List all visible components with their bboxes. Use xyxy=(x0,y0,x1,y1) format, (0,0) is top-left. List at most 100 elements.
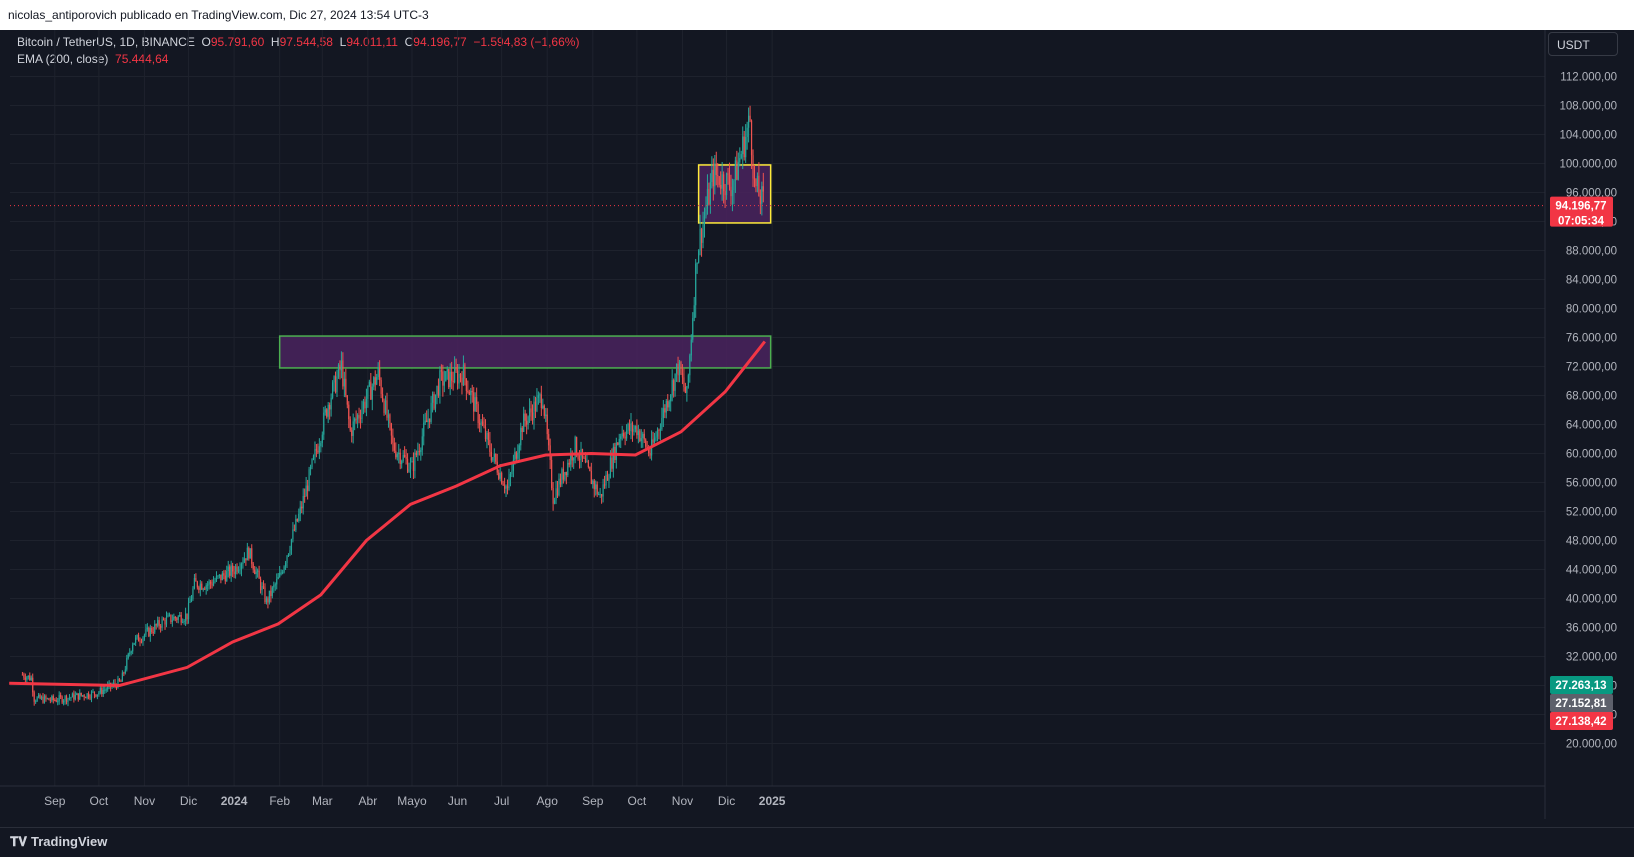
candle-down xyxy=(736,160,738,180)
candle-up xyxy=(265,598,268,603)
candle-up xyxy=(570,453,572,465)
candle-down xyxy=(383,400,385,413)
candle-down xyxy=(526,420,528,425)
currency-label: USDT xyxy=(1557,38,1590,52)
y-tick-label: 56.000,00 xyxy=(1566,478,1617,490)
candle-up xyxy=(107,685,109,690)
candle-up xyxy=(240,564,243,570)
x-tick-label: Mayo xyxy=(397,794,427,808)
publish-text: nicolas_antiporovich publicado en Tradin… xyxy=(8,8,429,22)
candle-up xyxy=(330,397,332,410)
candle-down xyxy=(442,371,444,386)
currency-button[interactable]: USDT xyxy=(1548,32,1618,56)
candle-down xyxy=(717,175,719,177)
candle-up xyxy=(189,601,191,603)
y-tick-label: 88.000,00 xyxy=(1566,246,1617,258)
candle-up xyxy=(271,587,273,597)
candle-up xyxy=(246,547,248,561)
candle-down xyxy=(483,425,485,428)
candle-down xyxy=(700,228,703,243)
candle-down xyxy=(589,467,591,472)
candle-down xyxy=(568,462,570,465)
candle-up xyxy=(46,698,49,700)
candle-down xyxy=(162,619,165,621)
candle-down xyxy=(315,449,318,451)
candle-down xyxy=(251,548,253,564)
y-tick-label: 64.000,00 xyxy=(1566,420,1617,432)
candle-up xyxy=(207,584,209,586)
candle-up xyxy=(92,691,94,693)
candle-down xyxy=(49,700,51,702)
y-tick-label: 60.000,00 xyxy=(1566,449,1617,461)
candle-down xyxy=(596,484,598,495)
candle-up xyxy=(68,697,71,699)
candle-down xyxy=(448,368,450,388)
candle-up xyxy=(274,584,276,586)
y-tick-label: 52.000,00 xyxy=(1566,507,1617,519)
candle-up xyxy=(537,395,539,398)
symbol-name[interactable]: Bitcoin / TetherUS, 1D, BINANCE xyxy=(17,35,195,49)
candle-down xyxy=(270,590,272,597)
candle-up xyxy=(409,461,412,470)
candle-down xyxy=(708,188,710,205)
candle-down xyxy=(83,695,85,698)
candle-up xyxy=(324,409,326,413)
candle-down xyxy=(170,614,172,622)
candle-up xyxy=(480,421,482,425)
candle-up xyxy=(421,436,423,451)
x-tick-label: 2024 xyxy=(221,794,248,808)
candle-up xyxy=(511,470,513,474)
candle-down xyxy=(329,404,331,410)
candle-up xyxy=(352,421,354,436)
x-tick-label: Oct xyxy=(628,794,647,808)
open-value: 95.791,60 xyxy=(210,35,265,49)
candle-down xyxy=(498,472,500,479)
candle-down xyxy=(718,176,720,185)
price-chart[interactable]: 20.000,0024.000,0028.000,0032.000,0036.0… xyxy=(0,30,1634,827)
candle-down xyxy=(578,458,581,460)
candle-down xyxy=(21,674,24,676)
symbol-row: Bitcoin / TetherUS, 1D, BINANCE O95.791,… xyxy=(17,34,579,51)
candle-down xyxy=(667,401,669,408)
candle-up xyxy=(439,370,441,396)
candle-down xyxy=(24,677,26,680)
candle-up xyxy=(343,378,345,387)
candle-up xyxy=(90,691,93,699)
candle-down xyxy=(120,680,122,682)
candle-down xyxy=(349,419,351,431)
candle-down xyxy=(140,641,143,643)
candle-down xyxy=(65,696,68,702)
candle-up xyxy=(699,228,701,251)
candle-up xyxy=(51,696,53,701)
tradingview-logo[interactable]: 𝐓𝐕 TradingView xyxy=(10,834,107,850)
candle-up xyxy=(320,442,322,447)
ema-label[interactable]: EMA (200, close) xyxy=(17,52,109,66)
candle-up xyxy=(627,423,629,431)
candle-down xyxy=(515,452,517,459)
y-tick-label: 20.000,00 xyxy=(1566,739,1617,751)
candle-up xyxy=(311,459,313,468)
candle-up xyxy=(670,395,672,402)
candle-down xyxy=(93,691,96,695)
candle-up xyxy=(323,412,325,435)
candle-down xyxy=(364,401,366,409)
candle-down xyxy=(471,390,473,393)
candle-up xyxy=(284,562,287,567)
candle-down xyxy=(743,136,745,158)
price-badge-2-text: 27.152,81 xyxy=(1555,698,1607,710)
change-value: −1.594,83 (−1,66%) xyxy=(473,35,580,49)
candle-up xyxy=(255,571,257,575)
candle-down xyxy=(204,588,206,590)
candle-down xyxy=(521,427,523,433)
candle-down xyxy=(48,698,50,701)
candle-down xyxy=(418,451,420,453)
candle-up xyxy=(276,579,278,585)
candle-up xyxy=(592,480,594,485)
candle-down xyxy=(359,417,362,419)
candle-up xyxy=(709,182,711,205)
x-tick-label: Nov xyxy=(672,794,693,808)
candle-down xyxy=(186,613,188,620)
candle-down xyxy=(590,471,592,485)
candle-up xyxy=(340,360,343,371)
candle-up xyxy=(295,518,297,531)
